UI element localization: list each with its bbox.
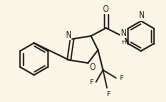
Text: N: N xyxy=(138,12,144,21)
Text: O: O xyxy=(90,63,96,72)
Text: H: H xyxy=(122,39,126,44)
Text: F: F xyxy=(119,75,123,81)
Text: O: O xyxy=(103,4,109,13)
Text: F: F xyxy=(106,91,110,97)
Text: N: N xyxy=(65,30,71,39)
Text: N: N xyxy=(120,28,126,38)
Text: F: F xyxy=(89,79,93,85)
